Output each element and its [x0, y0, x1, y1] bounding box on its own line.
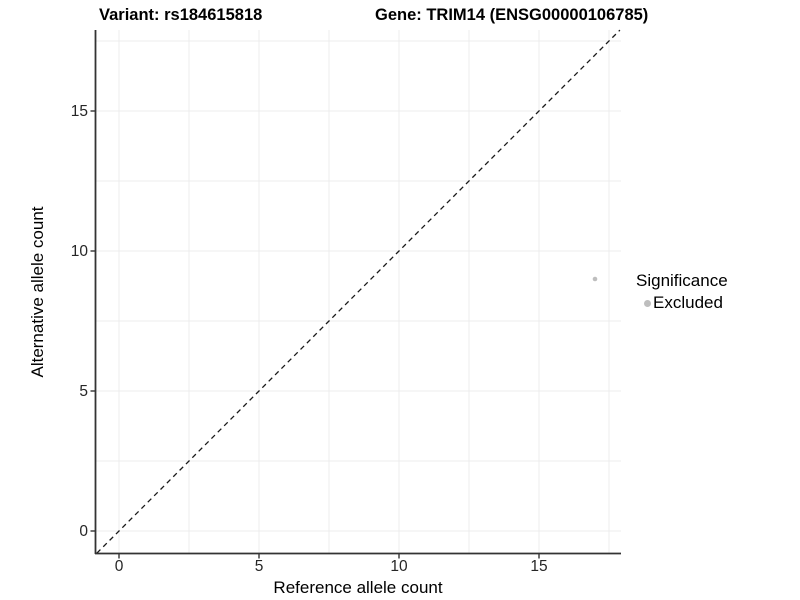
y-axis-title: Alternative allele count	[28, 206, 47, 378]
x-axis-title: Reference allele count	[273, 578, 443, 597]
y-tick-label: 10	[70, 243, 88, 260]
data-point	[592, 276, 598, 282]
plot-title-gene: Gene: TRIM14 (ENSG00000106785)	[375, 6, 649, 24]
legend-key-dot	[644, 299, 651, 307]
x-tick-label: 0	[114, 558, 124, 575]
y-tick-label: 0	[79, 523, 88, 540]
legend-item-label: Excluded	[653, 293, 723, 312]
legend-title: Significance	[636, 271, 728, 290]
legend: Significance Excluded	[636, 271, 728, 313]
identity-dashed-line	[96, 29, 621, 554]
y-tick-label: 15	[70, 103, 88, 120]
y-tick-label: 5	[79, 383, 88, 400]
legend-item-excluded: Excluded	[636, 293, 728, 313]
x-tick-label: 10	[390, 558, 408, 575]
x-tick-label: 5	[254, 558, 264, 575]
plot-title-variant: Variant: rs184615818	[99, 6, 263, 24]
x-tick-label: 15	[530, 558, 548, 575]
